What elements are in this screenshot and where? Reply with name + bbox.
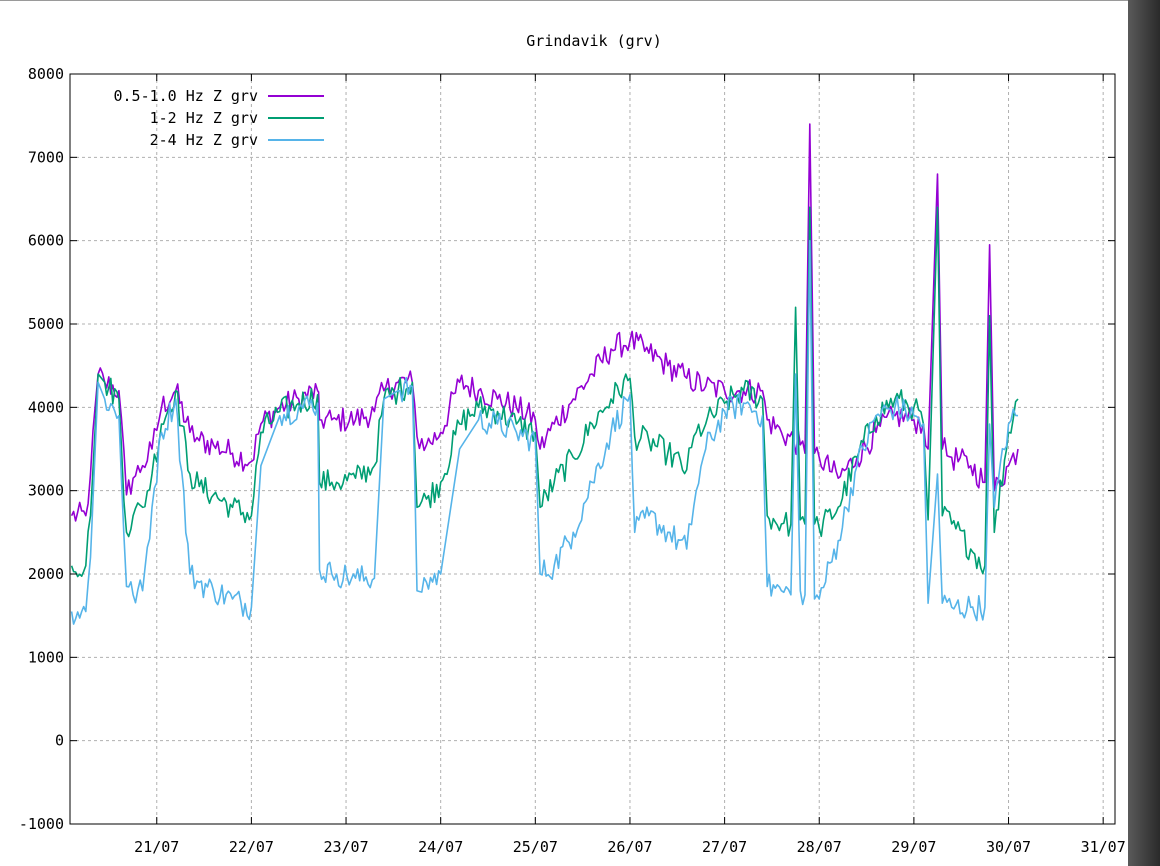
x-tick-label: 28/07	[797, 838, 842, 856]
series-line-3	[70, 239, 1019, 625]
x-tick-label: 30/07	[986, 838, 1031, 856]
y-tick-label: 1000	[28, 648, 64, 666]
chart-frame	[0, 0, 1128, 866]
y-axis-ticks: -1000 0 1000 2000 3000 4000 5000 6000 7000 8000	[19, 65, 1115, 833]
x-axis-ticks: 21/07 22/07 23/07 24/07 25/07 26/07 27/07 28/07…	[134, 74, 1126, 856]
legend-label: 0.5-1.0 Hz Z grv	[114, 87, 259, 105]
legend-label: 1-2 Hz Z grv	[150, 109, 258, 127]
x-tick-label: 23/07	[323, 838, 368, 856]
y-tick-label: 2000	[28, 565, 64, 583]
x-tick-label: 31/07	[1081, 838, 1126, 856]
legend-label: 2-4 Hz Z grv	[150, 131, 258, 149]
x-tick-label: 25/07	[513, 838, 558, 856]
y-tick-label: 3000	[28, 482, 64, 500]
y-tick-label: 6000	[28, 232, 64, 250]
x-tick-label: 29/07	[891, 838, 936, 856]
legend: 0.5-1.0 Hz Z grv 1-2 Hz Z grv 2-4 Hz Z grv	[114, 87, 324, 149]
series-line-2	[70, 206, 1019, 578]
series-line-1	[70, 123, 1019, 522]
chart-title: Grindavik (grv)	[526, 32, 661, 50]
y-tick-label: 8000	[28, 65, 64, 83]
grid-lines	[70, 74, 1115, 824]
plot-border	[69, 73, 1116, 825]
x-tick-label: 27/07	[702, 838, 747, 856]
y-tick-label: 7000	[28, 148, 64, 166]
x-tick-label: 26/07	[607, 838, 652, 856]
y-tick-label: 0	[55, 732, 64, 750]
x-tick-label: 24/07	[418, 838, 463, 856]
window-edge-shadow	[1128, 0, 1160, 866]
y-tick-label: 5000	[28, 315, 64, 333]
x-tick-label: 22/07	[229, 838, 274, 856]
y-tick-label: -1000	[19, 815, 64, 833]
line-chart: Grindavik (grv) -1000 0 1000 2000 3000 4000 50…	[19, 32, 1126, 856]
series-layer	[70, 123, 1019, 625]
y-tick-label: 4000	[28, 398, 64, 416]
x-tick-label: 21/07	[134, 838, 179, 856]
